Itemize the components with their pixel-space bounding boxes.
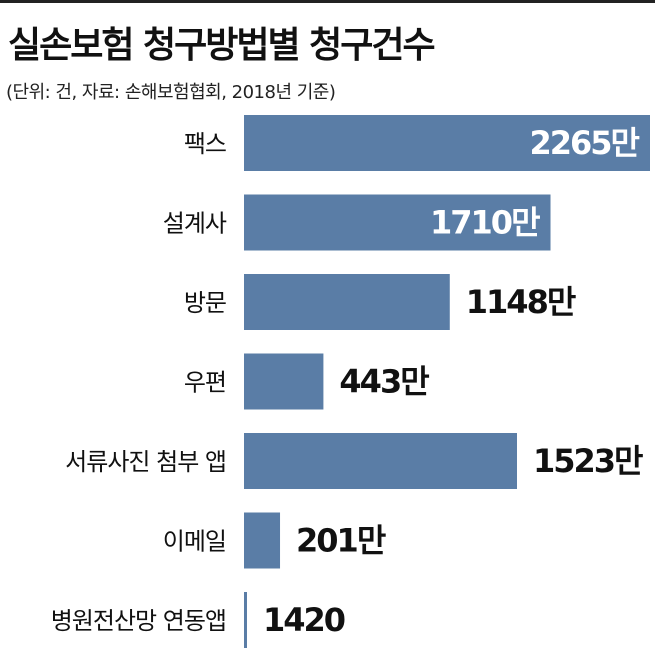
category-label: 병원전산망 연동앱 [51, 607, 226, 635]
category-label: 이메일 [163, 528, 226, 556]
category-label: 서류사진 첨부 앱 [65, 448, 226, 476]
category-label: 설계사 [163, 210, 227, 238]
bar-3 [244, 353, 324, 410]
bar-0 [244, 115, 650, 171]
chart-title: 실손보험 청구방법별 청구건수 [8, 25, 436, 66]
bar-5 [244, 512, 281, 569]
category-label: 우편 [184, 369, 226, 397]
value-label: 1148만 [466, 283, 576, 321]
value-label: 1420 [263, 601, 345, 639]
value-label: 1523만 [533, 442, 643, 480]
bar-4 [244, 433, 517, 489]
value-label: 443만 [339, 363, 429, 401]
bar-1 [244, 194, 551, 251]
top-rule [0, 0, 655, 3]
chart-subtitle: (단위: 건, 자료: 손해보험협회, 2018년 기준) [6, 82, 336, 103]
value-label: 2265만 [529, 124, 639, 162]
category-label: 팩스 [184, 130, 226, 158]
bar-6 [244, 592, 247, 648]
category-label: 방문 [184, 289, 226, 317]
value-label: 1710만 [430, 204, 540, 242]
bar-2 [244, 274, 450, 330]
value-label: 201만 [296, 522, 386, 560]
